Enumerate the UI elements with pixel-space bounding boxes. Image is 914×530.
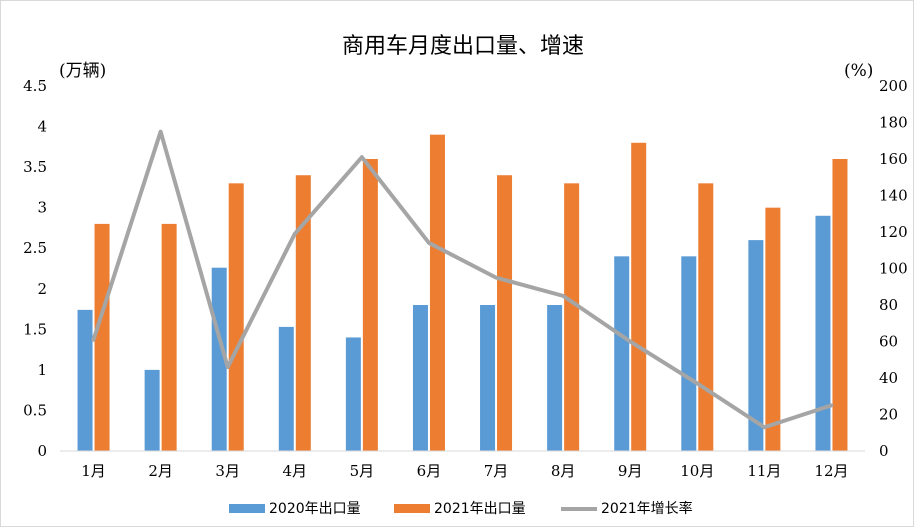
left-tick-label: 0.5 [23,401,47,419]
left-tick-label: 0 [37,442,47,460]
x-tick-label: 1月 [81,462,106,480]
legend-swatch-2021 [394,504,430,513]
chart-title: 商用车月度出口量、增速 [342,34,584,59]
right-tick-label: 120 [879,223,908,241]
bar-2020 [346,337,361,451]
legend-label-2021: 2021年出口量 [434,501,526,517]
x-axis-ticks: 1月 2月 3月 4月 5月 6月 7月 8月 9月 10月 11月 12月 [81,462,848,480]
legend-label-growth: 2021年增长率 [601,500,693,517]
right-tick-label: 140 [879,187,908,205]
bar-2021 [229,183,244,451]
x-tick-label: 3月 [215,462,240,480]
right-axis-ticks: 0 20 40 60 80 100 120 140 160 180 200 [879,77,908,460]
legend-label-2020: 2020年出口量 [269,501,361,517]
bar-2020 [614,256,629,451]
left-tick-label: 3 [37,199,47,217]
x-tick-label: 11月 [747,462,781,480]
x-tick-label: 6月 [417,462,442,480]
x-tick-label: 10月 [680,462,714,480]
bar-2021 [95,224,110,451]
left-axis-ticks: 0 0.5 1 1.5 2 2.5 3 3.5 4 4.5 [23,77,47,460]
right-axis-unit: (%) [844,61,873,81]
bar-2020 [413,305,428,451]
x-tick-label: 4月 [283,462,308,480]
bar-2020 [547,305,562,451]
right-tick-label: 160 [879,150,908,168]
bar-2021 [698,183,713,451]
x-tick-label: 7月 [484,462,509,480]
bar-2020 [480,305,495,451]
bar-2021 [497,175,512,451]
growth-line-group [93,132,831,428]
legend-swatch-2020 [229,504,265,513]
bar-2020 [78,310,93,451]
right-tick-label: 0 [879,442,889,460]
right-tick-label: 180 [879,114,908,132]
left-tick-label: 2.5 [23,239,47,257]
left-tick-label: 1.5 [23,320,47,338]
x-tick-label: 8月 [551,462,576,480]
left-axis-unit: (万辆) [59,61,106,81]
bars-group [78,135,848,451]
left-tick-label: 3.5 [23,158,47,176]
growth-rate-line [94,132,832,428]
bar-2021 [363,159,378,451]
x-tick-label: 12月 [814,462,848,480]
bar-2021 [162,224,177,451]
right-tick-label: 200 [879,77,908,95]
bar-2021 [631,143,646,451]
left-tick-label: 4.5 [23,77,47,95]
bar-2021 [564,183,579,451]
bar-2020 [815,216,830,451]
left-tick-label: 1 [37,361,47,379]
bar-2021 [765,208,780,451]
right-tick-label: 20 [879,406,898,424]
left-tick-label: 2 [37,280,47,298]
right-tick-label: 40 [879,369,898,387]
x-tick-label: 9月 [618,462,643,480]
x-tick-label: 2月 [148,462,173,480]
bar-2021 [430,135,445,451]
right-tick-label: 80 [879,296,898,314]
bar-2020 [145,370,160,451]
x-tick-label: 5月 [350,462,375,480]
bar-2021 [832,159,847,451]
bar-2020 [681,256,696,451]
bar-2020 [279,327,294,451]
right-tick-label: 100 [879,260,908,278]
left-tick-label: 4 [37,118,47,136]
legend: 2020年出口量 2021年出口量 2021年增长率 [229,500,693,517]
right-tick-label: 60 [879,333,898,351]
